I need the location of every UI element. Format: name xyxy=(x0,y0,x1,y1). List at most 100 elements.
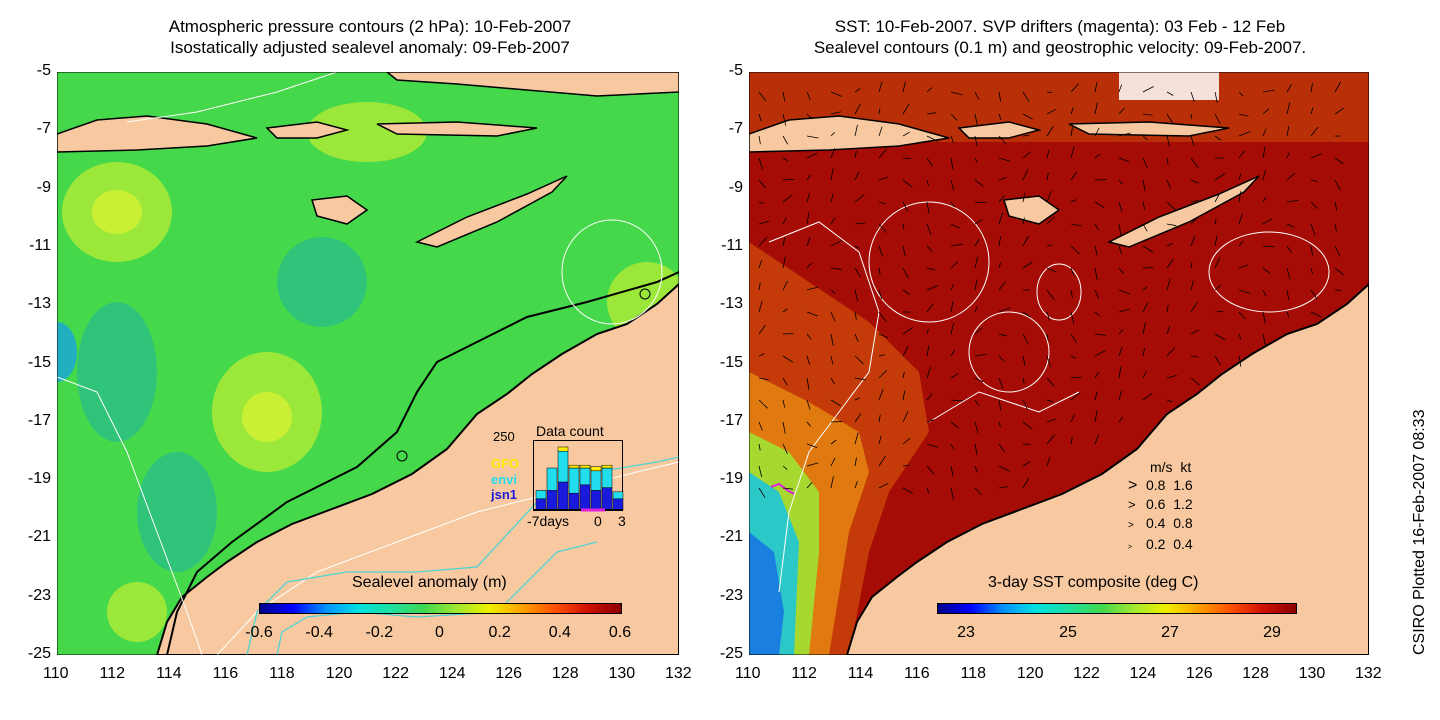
velocity-arrow xyxy=(926,267,936,271)
flores-island xyxy=(1068,121,1230,137)
velocity-kt-value: 1.2 xyxy=(1173,496,1193,512)
velocity-arrow xyxy=(1022,399,1029,410)
velocity-arrow xyxy=(998,262,1001,269)
y-tick-label: -23 xyxy=(719,586,743,604)
velocity-arrow xyxy=(1142,370,1147,379)
y-tick-label: -21 xyxy=(27,528,51,546)
velocity-arrow xyxy=(806,311,818,317)
velocity-arrow xyxy=(974,327,983,335)
velocity-arrow xyxy=(854,222,865,225)
velocity-arrow xyxy=(854,480,858,489)
velocity-arrow xyxy=(1070,311,1075,324)
velocity-arrow xyxy=(878,482,889,489)
data-count-bar-gfo xyxy=(601,464,613,469)
velocity-arrow xyxy=(974,377,984,383)
velocity-arrow xyxy=(1286,152,1290,159)
australia-land xyxy=(155,282,679,655)
velocity-arrow xyxy=(1070,245,1080,255)
credit-text: CSIRO Plotted 16-Feb-2007 08:33 xyxy=(1411,409,1428,655)
australia-land xyxy=(845,282,1369,655)
velocity-arrow xyxy=(1118,390,1122,401)
velocity-arrow xyxy=(1094,289,1100,299)
velocity-arrow xyxy=(998,281,1006,291)
velocity-arrow xyxy=(878,311,887,322)
velocity-arrow xyxy=(878,108,881,115)
velocity-arrow xyxy=(758,399,768,409)
velocity-arrow xyxy=(830,91,843,97)
velocity-arrow xyxy=(1166,258,1174,269)
colorbar-tick-label: -0.2 xyxy=(365,624,394,641)
velocity-arrow xyxy=(998,135,1007,145)
velocity-arrow xyxy=(1046,399,1054,403)
velocity-arrow xyxy=(806,377,810,390)
velocity-arrow xyxy=(1022,443,1031,445)
velocity-arrow xyxy=(1334,81,1342,93)
velocity-arrow xyxy=(998,91,1002,102)
velocity-arrow xyxy=(782,377,788,386)
velocity-arrow xyxy=(1190,262,1193,269)
velocity-arrow xyxy=(998,177,1006,181)
x-tick-label: 112 xyxy=(99,665,126,682)
velocity-arrow xyxy=(1046,108,1057,115)
velocity-arrow xyxy=(1094,333,1106,336)
velocity-arrow xyxy=(1286,172,1296,181)
velocity-arrow xyxy=(998,399,1002,411)
cyan-contour xyxy=(276,541,598,655)
velocity-arrow xyxy=(782,113,787,126)
velocity-arrow xyxy=(998,113,1002,121)
y-tick-label: -13 xyxy=(27,295,51,313)
colorbar-tick-label: 0 xyxy=(435,624,444,641)
velocity-arrow xyxy=(974,219,983,225)
velocity-arrow xyxy=(758,353,765,357)
velocity-arrow xyxy=(1118,329,1124,335)
velocity-arrow xyxy=(1334,201,1338,211)
velocity-arrow xyxy=(878,435,882,445)
velocity-arrow xyxy=(1238,113,1249,117)
velocity-arrow xyxy=(1094,371,1100,379)
velocity-arrow-icon: > xyxy=(1128,520,1134,531)
velocity-arrow xyxy=(1166,325,1171,335)
velocity-arrow xyxy=(1022,217,1025,225)
velocity-arrow xyxy=(1118,245,1122,255)
velocity-arrow xyxy=(854,151,857,159)
y-tick-label: -7 xyxy=(728,120,743,138)
velocity-arrow xyxy=(854,432,859,445)
velocity-arrow xyxy=(1094,223,1099,230)
velocity-arrow xyxy=(902,371,905,379)
velocity-arrow xyxy=(974,353,987,357)
y-tick-label: -11 xyxy=(721,236,743,254)
velocity-arrow xyxy=(1046,91,1053,94)
velocity-arrow xyxy=(1022,311,1031,318)
velocity-arrow xyxy=(998,377,1004,390)
x-tick-label: 132 xyxy=(1355,665,1382,682)
data-count-bar-jsn1 xyxy=(579,484,591,511)
velocity-arrow xyxy=(782,256,786,269)
velocity-arrow xyxy=(806,333,812,340)
velocity-arrow xyxy=(950,179,955,191)
velocity-arrow xyxy=(878,201,886,205)
colorbar-tick-label: 27 xyxy=(1161,624,1179,641)
velocity-arrow xyxy=(1094,127,1100,137)
velocity-arrow xyxy=(1310,311,1322,318)
velocity-arrow xyxy=(902,157,912,160)
java-island xyxy=(749,115,950,153)
velocity-arrow xyxy=(1142,113,1153,116)
velocity-arrow xyxy=(878,333,889,339)
sealevel-contour xyxy=(868,201,990,323)
velocity-arrow xyxy=(950,349,956,357)
velocity-arrow xyxy=(974,306,978,313)
velocity-arrow xyxy=(758,91,767,102)
velocity-arrow xyxy=(1238,355,1242,367)
velocity-arrow xyxy=(806,462,819,467)
velocity-arrow xyxy=(1190,235,1196,247)
right-map xyxy=(749,72,1369,655)
velocity-arrow xyxy=(1310,267,1313,275)
x-tick-label: 116 xyxy=(212,665,239,682)
velocity-arrow xyxy=(1262,245,1275,248)
velocity-arrow xyxy=(830,217,836,225)
colorbar-tick-label: 0.4 xyxy=(548,624,571,641)
velocity-arrow xyxy=(926,285,939,291)
velocity-arrow xyxy=(782,280,788,291)
velocity-arrow xyxy=(806,192,810,203)
data-count-bar-jsn1 xyxy=(557,481,569,511)
